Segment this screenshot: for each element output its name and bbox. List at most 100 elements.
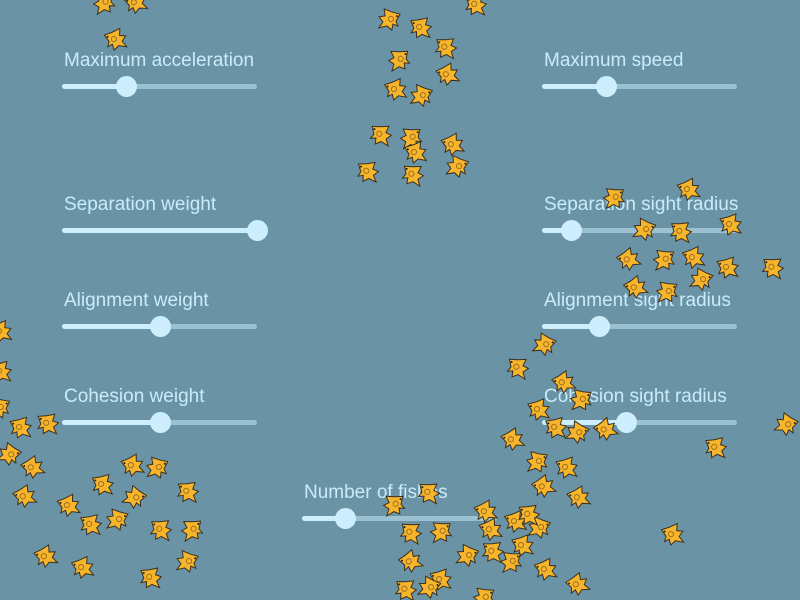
fish-icon	[37, 413, 60, 435]
fish-icon	[70, 555, 95, 580]
fish-icon	[19, 454, 47, 480]
fish-icon	[397, 548, 425, 574]
fish-icon	[12, 483, 38, 509]
fish-icon	[481, 542, 505, 564]
fish-icon	[91, 473, 115, 496]
slider-fill	[62, 228, 257, 233]
slider-fill	[542, 324, 599, 329]
fish-icon	[105, 508, 129, 531]
slider-fill	[62, 420, 160, 425]
fish-icon	[773, 411, 800, 437]
fish-icon	[566, 485, 592, 510]
fish-icon	[9, 416, 33, 439]
fish-icon	[525, 450, 549, 473]
fish-icon	[145, 456, 169, 479]
slider-thumb[interactable]	[596, 76, 618, 97]
fish-icon	[435, 62, 461, 87]
fish-icon	[533, 557, 558, 582]
fish-icon	[92, 0, 116, 16]
slider-fill	[62, 84, 127, 89]
slider-label: Alignment weight	[64, 290, 209, 311]
fish-icon	[531, 332, 557, 357]
slider-label: Number of fishes	[304, 482, 448, 503]
slider-thumb[interactable]	[334, 508, 356, 529]
fish-icon	[356, 161, 380, 184]
slider-thumb[interactable]	[149, 412, 171, 433]
slider-thumb[interactable]	[615, 412, 637, 433]
slider-track[interactable]	[302, 508, 497, 529]
fish-icon	[761, 258, 785, 280]
fish-icon	[0, 319, 13, 344]
fish-icon	[506, 358, 530, 381]
slider-thumb[interactable]	[247, 220, 268, 241]
fish-icon	[0, 360, 13, 383]
slider-track[interactable]	[542, 412, 737, 433]
slider-thumb[interactable]	[116, 76, 138, 97]
slider-fill	[62, 324, 160, 329]
slider-track[interactable]	[62, 412, 257, 433]
slider-label: Separation weight	[64, 194, 217, 215]
slider-track[interactable]	[62, 76, 257, 97]
fish-icon	[455, 543, 480, 568]
fish-icon	[404, 141, 428, 164]
fish-icon	[688, 267, 714, 292]
fish-icon	[511, 534, 535, 557]
fish-icon	[140, 567, 163, 589]
fish-icon	[401, 165, 425, 188]
slider-label: Maximum speed	[544, 50, 684, 71]
slider-track[interactable]	[542, 220, 737, 241]
fish-icon	[0, 396, 11, 419]
fish-icon	[394, 580, 418, 600]
fish-icon	[80, 514, 103, 536]
fish-icon	[499, 552, 523, 574]
fish-icon	[434, 38, 458, 60]
fish-icon	[465, 0, 488, 16]
fish-icon	[615, 246, 643, 272]
fish-icon	[429, 522, 453, 544]
slider-label: Cohesion sight radius	[544, 386, 727, 407]
slider-thumb[interactable]	[149, 316, 171, 337]
slider-track[interactable]	[62, 316, 257, 337]
fish-icon	[120, 484, 148, 510]
slider-label: Cohesion weight	[64, 386, 205, 407]
fish-icon	[555, 456, 578, 479]
slider-thumb[interactable]	[588, 316, 610, 337]
fish-icon	[429, 568, 452, 591]
fish-icon	[176, 481, 200, 504]
fish-icon	[387, 50, 411, 73]
fish-icon	[383, 77, 408, 102]
fish-icon	[123, 0, 149, 15]
fish-icon	[410, 17, 433, 39]
fish-icon	[517, 504, 541, 526]
fish-icon	[33, 544, 59, 569]
fish-icon	[399, 128, 423, 150]
fish-icon	[500, 427, 526, 452]
fish-icon	[369, 125, 393, 147]
slider-track[interactable]	[542, 76, 737, 97]
fish-icon	[103, 27, 128, 52]
slider-label: Maximum acceleration	[64, 50, 255, 71]
fish-icon	[377, 8, 401, 31]
slider-thumb[interactable]	[561, 220, 583, 241]
fish-icon	[440, 132, 466, 157]
slider-label: Alignment sight radius	[544, 290, 731, 311]
fish-icon	[0, 441, 23, 467]
slider-fill	[302, 516, 345, 521]
fish-icon	[527, 515, 552, 540]
fish-icon	[472, 587, 496, 600]
fish-icon	[564, 571, 592, 597]
slider-label: Separation sight radius	[544, 194, 739, 215]
slider-fill	[542, 84, 607, 89]
fish-icon	[416, 575, 442, 600]
fish-icon	[705, 437, 728, 459]
slider-track[interactable]	[62, 220, 268, 241]
fish-icon	[175, 550, 199, 573]
fish-icon	[660, 522, 685, 547]
fish-icon	[652, 249, 676, 272]
fish-icon	[180, 520, 204, 543]
fish-icon	[681, 245, 706, 270]
fish-icon	[530, 473, 558, 499]
fish-icon	[399, 523, 423, 546]
slider-track[interactable]	[542, 316, 737, 337]
fish-icon	[149, 520, 173, 542]
